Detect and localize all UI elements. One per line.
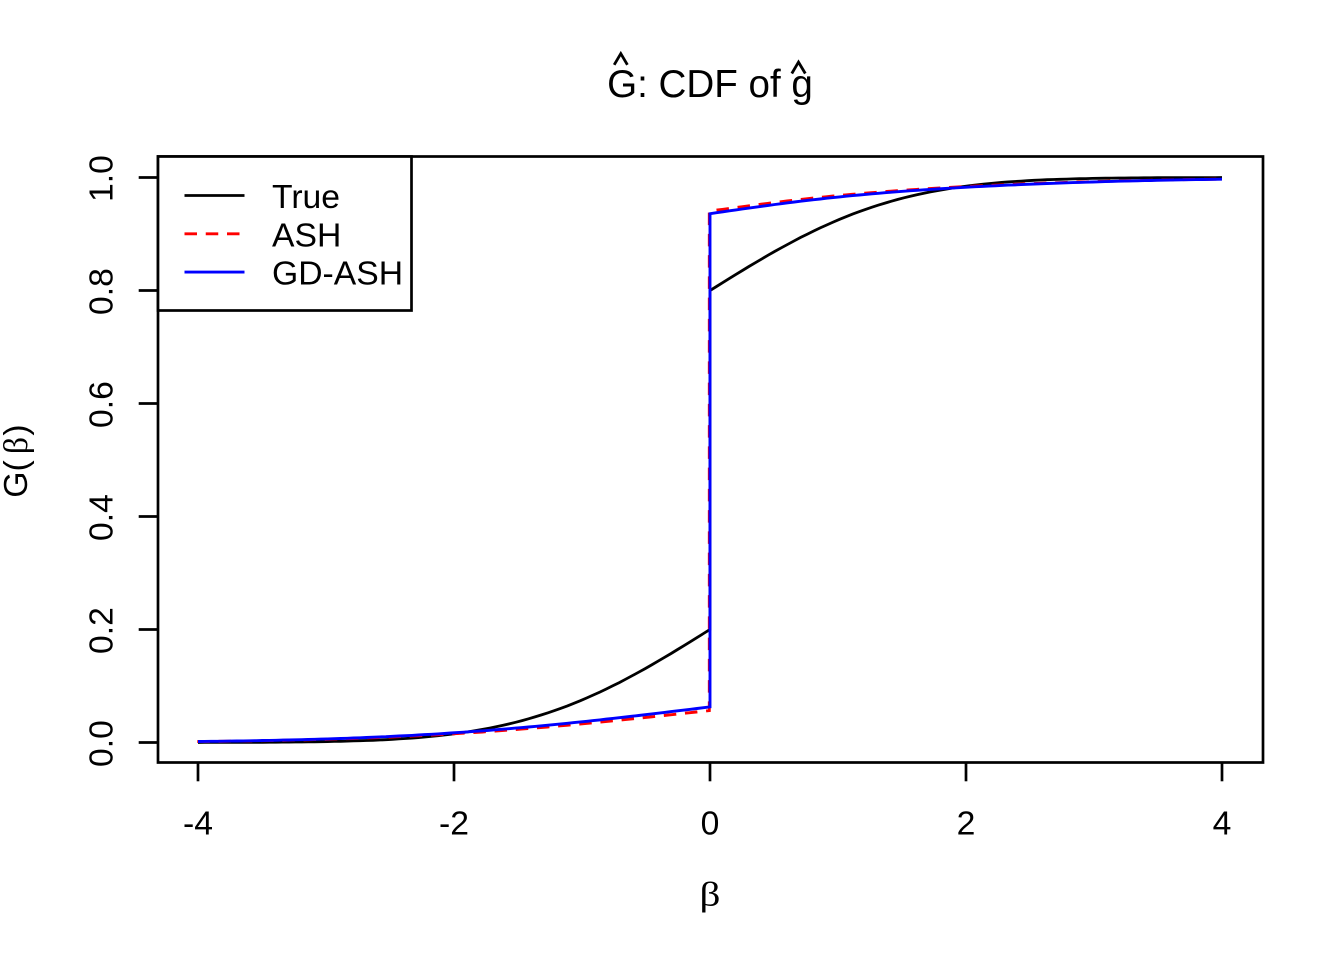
svg-text:ASH: ASH [272,216,341,254]
svg-text:1.0: 1.0 [82,155,120,202]
svg-text:G(β): G(β) [0,424,35,497]
svg-text:GD-ASH: GD-ASH [272,255,403,293]
svg-text:0.6: 0.6 [82,381,120,428]
svg-text:2: 2 [957,804,976,842]
svg-text:0: 0 [701,804,720,842]
svg-text:-2: -2 [439,804,469,842]
svg-text:4: 4 [1213,804,1232,842]
svg-text:0.2: 0.2 [82,607,120,654]
svg-text:β: β [700,877,721,914]
svg-text:0.4: 0.4 [82,494,120,541]
svg-text:G: CDF of g: G: CDF of g [607,63,813,106]
svg-text:0.0: 0.0 [82,720,120,767]
svg-text:-4: -4 [183,804,213,842]
svg-text:0.8: 0.8 [82,268,120,315]
svg-text:True: True [272,178,340,216]
